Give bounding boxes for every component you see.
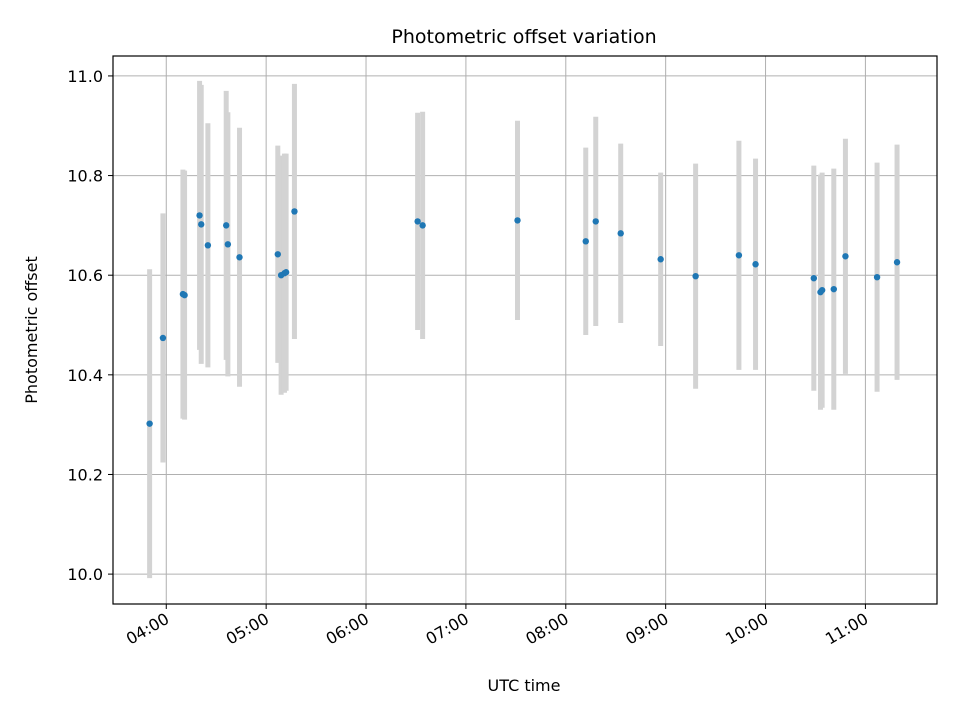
data-point	[893, 259, 901, 266]
data-point	[735, 252, 743, 259]
data-point	[592, 218, 599, 225]
data-point	[196, 212, 203, 219]
data-point	[830, 285, 837, 293]
x-axis-label: UTC time	[488, 676, 561, 695]
data-point	[291, 208, 298, 215]
data-point	[146, 420, 153, 427]
y-tick-label: 10.6	[67, 266, 103, 285]
data-point	[419, 222, 426, 229]
data-point	[582, 238, 589, 245]
chart-title: Photometric offset variation	[391, 26, 656, 48]
data-point	[204, 242, 212, 249]
data-points	[146, 208, 901, 427]
data-point	[692, 272, 699, 280]
plot-frame	[112, 55, 938, 605]
data-point	[514, 217, 521, 224]
data-point	[657, 256, 664, 263]
y-tick-label: 10.8	[67, 167, 103, 186]
data-point	[752, 261, 759, 268]
y-axis-label: Photometric offset	[22, 256, 41, 404]
y-tick-label: 11.0	[67, 67, 103, 86]
data-point	[810, 274, 818, 282]
data-point	[282, 269, 290, 276]
data-point	[274, 251, 281, 258]
y-tick-label: 10.4	[67, 366, 103, 385]
data-point	[414, 218, 421, 225]
y-tick-label: 10.0	[67, 565, 103, 584]
data-point	[224, 241, 232, 248]
data-point	[159, 334, 167, 342]
data-point	[222, 222, 230, 229]
data-point	[873, 273, 881, 281]
data-point	[842, 253, 849, 260]
data-point	[198, 221, 205, 228]
y-tick-label: 10.2	[67, 465, 103, 484]
data-point	[617, 230, 624, 237]
data-point	[181, 291, 188, 299]
data-point	[818, 286, 826, 294]
grid	[113, 56, 937, 604]
data-point	[236, 254, 243, 261]
